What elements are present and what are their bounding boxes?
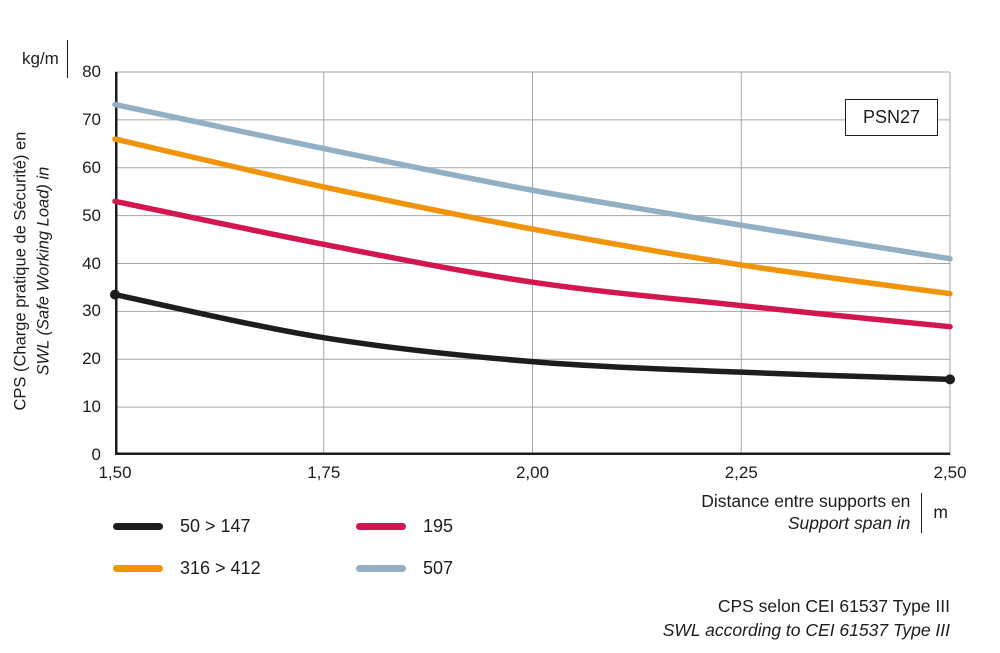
chart-svg — [110, 71, 955, 455]
legend-item: 316 > 412 — [113, 554, 268, 583]
legend-label: 507 — [423, 558, 454, 578]
legend-label: 195 — [423, 516, 454, 536]
unit-divider — [66, 40, 68, 78]
x-tick-label: 1,50 — [98, 463, 132, 482]
footnote-fr: CPS selon CEI 61537 Type III — [717, 596, 950, 616]
x-axis-title: Distance entre supports en Support span … — [701, 491, 910, 535]
y-tick-label: 0 — [91, 445, 101, 464]
legend-item: 507 — [356, 554, 511, 583]
legend-item: 195 — [356, 512, 511, 541]
y-tick-label: 30 — [82, 301, 101, 321]
series-line-195 — [112, 198, 953, 330]
series-line-316-412 — [112, 136, 953, 297]
legend-label: 316 > 412 — [180, 558, 261, 578]
x-tick-label: 1,75 — [307, 463, 341, 482]
y-axis-title-fr: CPS (Charge pratique de Sécurité) en — [10, 131, 29, 411]
legend: 50 > 147 316 > 412 195 507 — [113, 512, 511, 583]
series-line-507 — [112, 101, 953, 262]
series-line-50-147 — [112, 291, 953, 383]
x-axis-title-fr: Distance entre supports en — [701, 491, 911, 511]
y-tick-label: 80 — [82, 62, 101, 81]
plot-area — [110, 71, 955, 455]
footnote: CPS selon CEI 61537 Type III SWL accordi… — [663, 595, 950, 642]
series-badge: PSN27 — [845, 99, 939, 136]
series-endpoint-dot — [945, 374, 955, 385]
y-axis-unit-group: kg/m — [22, 40, 68, 78]
x-tick-label: 2,25 — [724, 463, 758, 482]
footnote-en: SWL according to CEI 61537 Type III — [662, 619, 950, 640]
y-tick-label: 50 — [82, 205, 101, 225]
x-tick-label: 2,50 — [933, 463, 967, 482]
y-tick-label: 60 — [82, 157, 101, 177]
legend-swatch — [356, 565, 406, 572]
x-axis-title-en: Support span in — [787, 512, 911, 533]
legend-label: 50 > 147 — [180, 516, 251, 536]
legend-swatch — [356, 523, 406, 530]
legend-item: 50 > 147 — [113, 512, 268, 541]
x-tick-label: 2,00 — [515, 463, 550, 482]
legend-swatch — [113, 523, 163, 530]
legend-swatch — [113, 565, 163, 572]
unit-divider — [921, 492, 923, 533]
y-tick-label: 70 — [82, 109, 101, 129]
y-axis-unit-label: kg/m — [22, 49, 59, 68]
y-tick-label: 20 — [82, 349, 101, 369]
x-axis-unit-label: m — [933, 502, 948, 523]
x-axis-title-group: Distance entre supports en Support span … — [701, 491, 948, 535]
y-tick-label: 40 — [82, 253, 101, 273]
series-endpoint-dot — [110, 289, 120, 300]
y-tick-label: 10 — [82, 397, 101, 417]
